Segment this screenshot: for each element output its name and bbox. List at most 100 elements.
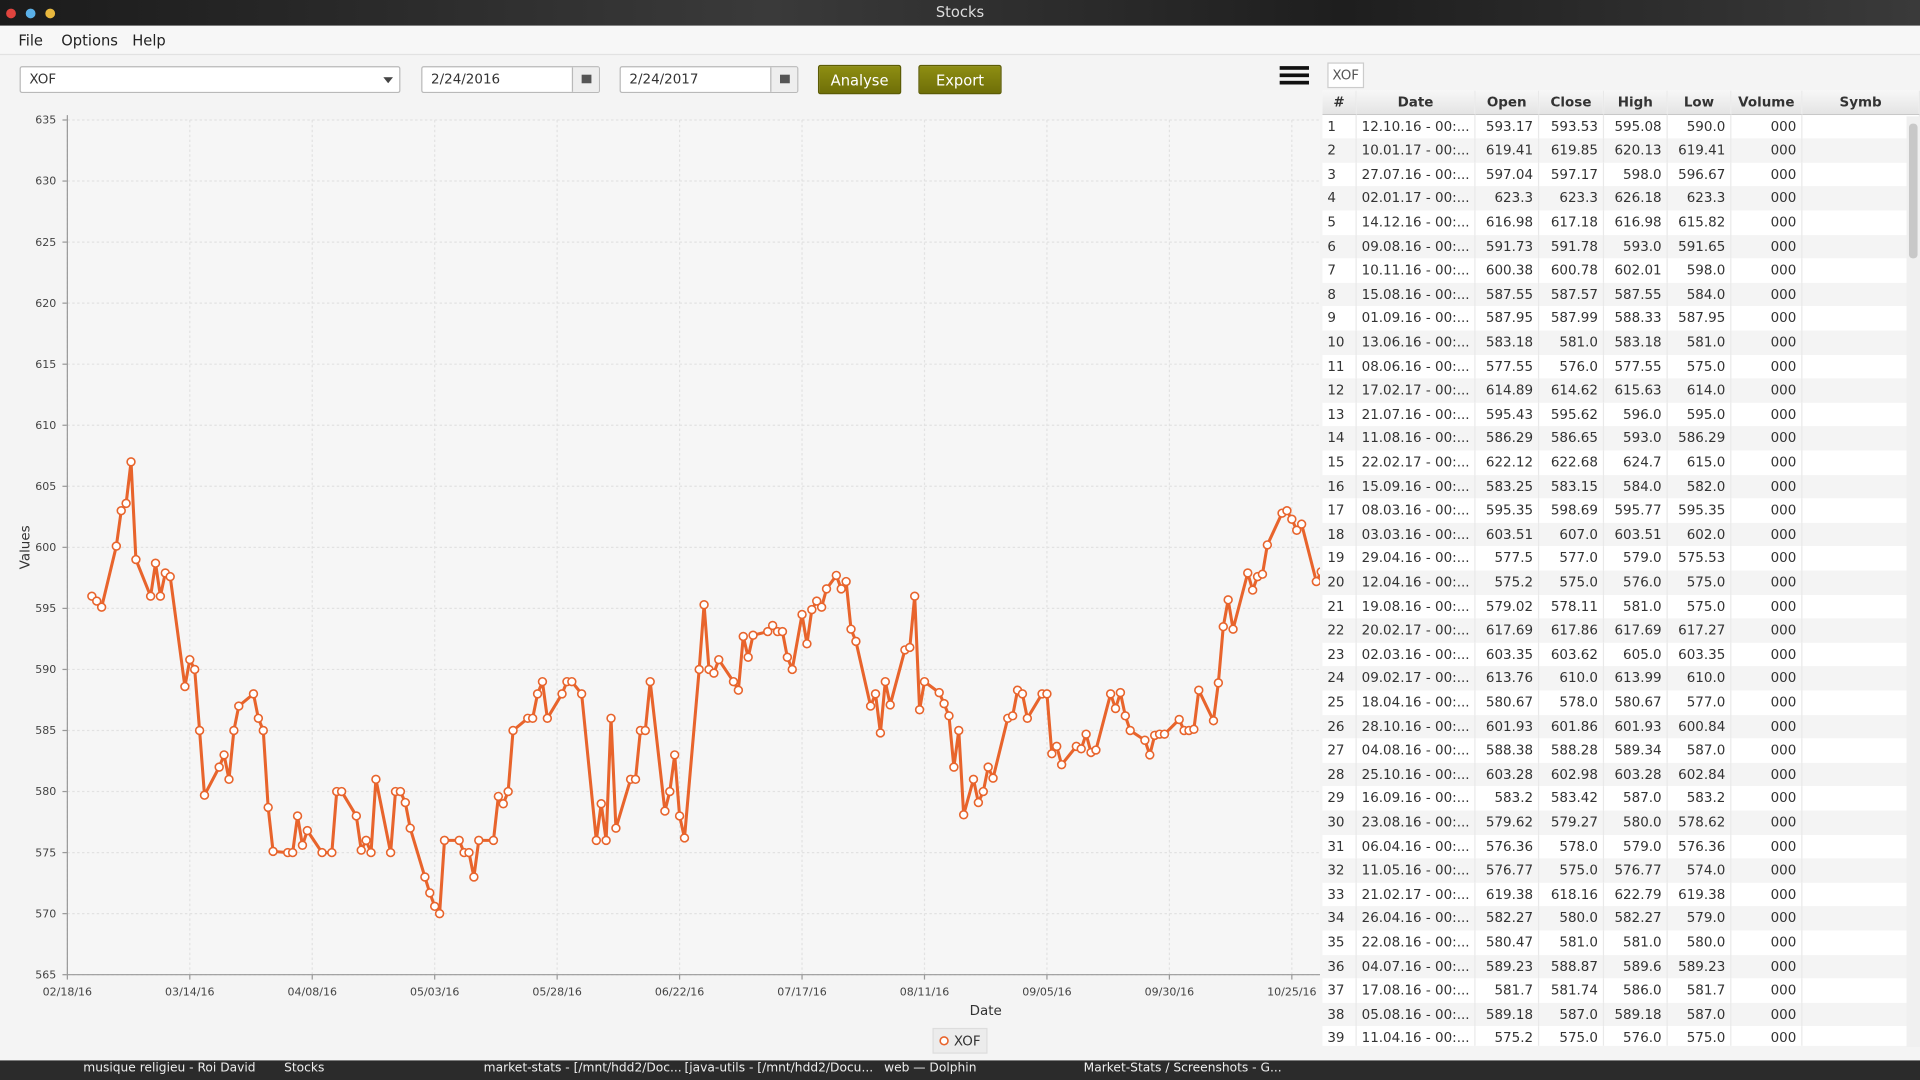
table-row[interactable]: 2 10.01.17 - 00:... 619.41 619.85 620.13 619.…	[1322, 138, 1920, 163]
minimize-button[interactable]	[25, 8, 36, 19]
table-cell: 579.02	[1476, 594, 1540, 619]
column-header[interactable]: High	[1604, 90, 1668, 115]
maximize-button[interactable]	[45, 8, 56, 19]
point	[405, 823, 415, 833]
table-cell: 615.82	[1668, 210, 1732, 235]
point	[1247, 585, 1258, 595]
table-row[interactable]: 25 18.04.16 - 00:... 580.67 578.0 580.67 577.…	[1322, 690, 1920, 715]
table-row[interactable]: 5 14.12.16 - 00:... 616.98 617.18 616.98 615.…	[1322, 210, 1920, 235]
table-row[interactable]: 32 11.05.16 - 00:... 576.77 575.0 576.77 574.…	[1322, 858, 1920, 883]
taskbar-item[interactable]: web — Dolphin	[884, 1061, 977, 1076]
table-row[interactable]: 13 21.07.16 - 00:... 595.43 595.62 596.0 595.…	[1322, 402, 1920, 427]
table-row[interactable]: 6 09.08.16 - 00:... 591.73 591.78 593.0 591.6…	[1322, 234, 1920, 259]
column-header[interactable]: #	[1322, 90, 1357, 115]
table-tab[interactable]: XOF	[1327, 62, 1365, 89]
table-row[interactable]: 33 21.02.17 - 00:... 619.38 618.16 622.79 619…	[1322, 882, 1920, 907]
table-row[interactable]: 28 25.10.16 - 00:... 603.28 602.98 603.28 602…	[1322, 762, 1920, 787]
table-row[interactable]: 34 26.04.16 - 00:... 582.27 580.0 582.27 579.…	[1322, 906, 1920, 931]
table-row[interactable]: 27 04.08.16 - 00:... 588.38 588.28 589.34 587…	[1322, 738, 1920, 763]
vertical-scrollbar[interactable]	[1906, 116, 1920, 1047]
menu-item[interactable]: Options	[61, 31, 118, 49]
table-row[interactable]: 22 20.02.17 - 00:... 617.69 617.86 617.69 617…	[1322, 618, 1920, 643]
table-cell: 000	[1731, 330, 1803, 355]
table-cell	[1802, 882, 1920, 907]
table-row[interactable]: 4 02.01.17 - 00:... 623.3 623.3 626.18 623.3 0…	[1322, 186, 1920, 211]
hamburger-menu[interactable]	[1279, 65, 1312, 87]
point	[302, 825, 313, 836]
column-header[interactable]: Low	[1667, 90, 1732, 115]
x-tick-label: 06/22/16	[655, 986, 704, 999]
table-row[interactable]: 1 12.10.16 - 00:... 593.17 593.53 595.08 590.…	[1322, 114, 1920, 139]
table-cell: 583.18	[1604, 330, 1668, 355]
point	[865, 701, 876, 711]
table-row[interactable]: 30 23.08.16 - 00:... 579.62 579.27 580.0 578.…	[1322, 810, 1920, 835]
export-button[interactable]: Export	[918, 64, 1002, 95]
table-row[interactable]: 9 01.09.16 - 00:... 587.95 587.99 588.33 587.…	[1322, 306, 1920, 331]
taskbar-item[interactable]: Market-Stats / Screenshots - G...	[1083, 1061, 1282, 1076]
table-row[interactable]: 10 13.06.16 - 00:... 583.18 581.0 583.18 581.…	[1322, 330, 1920, 355]
table-cell: 02.03.16 - 00:...	[1357, 642, 1476, 667]
table-cell: 605.0	[1604, 642, 1668, 667]
table-row[interactable]: 36 04.07.16 - 00:... 589.23 588.87 589.6 589.…	[1322, 954, 1920, 979]
menu-item[interactable]: Help	[132, 31, 166, 49]
table-row[interactable]: 35 22.08.16 - 00:... 580.47 581.0 581.0 580.0…	[1322, 930, 1920, 955]
taskbar-item[interactable]: musique religieu - Roi David	[83, 1061, 256, 1076]
table-row[interactable]: 21 19.08.16 - 00:... 579.02 578.11 581.0 575.…	[1322, 594, 1920, 619]
calendar-button[interactable]	[770, 67, 798, 92]
point	[733, 685, 744, 695]
taskbar-item[interactable]: Stocks	[284, 1061, 325, 1076]
window-buttons	[6, 8, 56, 19]
table-row[interactable]: 23 02.03.16 - 00:... 603.35 603.62 605.0 603.…	[1322, 642, 1920, 667]
table-cell: 582.0	[1668, 474, 1732, 499]
table-row[interactable]: 12 17.02.17 - 00:... 614.89 614.62 615.63 614…	[1322, 378, 1920, 403]
table-row[interactable]: 19 29.04.16 - 00:... 577.5 577.0 579.0 575.53…	[1322, 546, 1920, 571]
calendar-button[interactable]	[571, 67, 599, 92]
to-date-picker[interactable]: 2/24/2017	[619, 66, 799, 94]
column-header[interactable]: Close	[1539, 90, 1605, 115]
point	[954, 725, 964, 736]
menu-item[interactable]: File	[18, 31, 43, 49]
table-row[interactable]: 7 10.11.16 - 00:... 600.38 600.78 602.01 598.…	[1322, 258, 1920, 283]
table-cell: 597.17	[1539, 162, 1605, 187]
symbol-combo[interactable]: XOF	[19, 66, 401, 94]
table-row[interactable]: 3 27.07.16 - 00:... 597.04 597.17 598.0 596.6…	[1322, 162, 1920, 187]
point	[92, 596, 102, 606]
column-header[interactable]: Volume	[1731, 90, 1803, 115]
table-row[interactable]: 17 08.03.16 - 00:... 595.35 598.69 595.77 595…	[1322, 498, 1920, 523]
table-cell	[1802, 258, 1920, 283]
table-cell	[1802, 210, 1920, 235]
taskbar-item[interactable]: [java-utils - [/mnt/hdd2/Docu...	[684, 1061, 874, 1076]
table-row[interactable]: 14 11.08.16 - 00:... 586.29 586.65 593.0 586.…	[1322, 426, 1920, 451]
table-cell: 601.93	[1604, 714, 1668, 739]
from-date-picker[interactable]: 2/24/2016	[421, 66, 600, 94]
table-row[interactable]: 20 12.04.16 - 00:... 575.2 575.0 576.0 575.0 0…	[1322, 570, 1920, 595]
table-cell: 575.0	[1539, 858, 1605, 883]
column-header[interactable]: Symb	[1802, 90, 1920, 115]
point	[503, 786, 513, 797]
point	[1194, 685, 1204, 695]
table-row[interactable]: 24 09.02.17 - 00:... 613.76 610.0 613.99 610.…	[1322, 666, 1920, 691]
analyse-button[interactable]: Analyse	[817, 64, 902, 95]
table-row[interactable]: 37 17.08.16 - 00:... 581.7 581.74 586.0 581.7…	[1322, 978, 1920, 1003]
table-row[interactable]: 31 06.04.16 - 00:... 576.36 578.0 579.0 576.3…	[1322, 834, 1920, 859]
table-row[interactable]: 11 08.06.16 - 00:... 577.55 576.0 577.55 575.…	[1322, 354, 1920, 379]
table-row[interactable]: 15 22.02.17 - 00:... 622.12 622.68 624.7 615.…	[1322, 450, 1920, 475]
column-header[interactable]: Date	[1356, 90, 1476, 115]
table-cell	[1802, 954, 1920, 979]
close-button[interactable]	[6, 8, 16, 19]
point	[748, 630, 758, 640]
table-row[interactable]: 39 11.04.16 - 00:... 575.2 575.0 576.0 575.0 0…	[1322, 1026, 1920, 1046]
table-cell: 575.0	[1668, 570, 1732, 595]
column-header[interactable]: Open	[1475, 90, 1540, 115]
table-row[interactable]: 26 28.10.16 - 00:... 601.93 601.86 601.93 600…	[1322, 714, 1920, 739]
table-row[interactable]: 8 15.08.16 - 00:... 587.55 587.57 587.55 584.…	[1322, 282, 1920, 307]
scroll-thumb[interactable]	[1908, 123, 1918, 259]
table-cell: 579.0	[1668, 906, 1732, 931]
table-row[interactable]: 29 16.09.16 - 00:... 583.2 583.42 587.0 583.2…	[1322, 786, 1920, 811]
table-cell: 8	[1322, 282, 1357, 307]
table-cell: 000	[1731, 666, 1803, 691]
taskbar-item[interactable]: market-stats - [/mnt/hdd2/Doc...	[483, 1061, 682, 1076]
table-row[interactable]: 38 05.08.16 - 00:... 589.18 587.0 589.18 587.…	[1322, 1002, 1920, 1027]
table-row[interactable]: 18 03.03.16 - 00:... 603.51 607.0 603.51 602.…	[1322, 522, 1920, 547]
table-row[interactable]: 16 15.09.16 - 00:... 583.25 583.15 584.0 582.…	[1322, 474, 1920, 499]
